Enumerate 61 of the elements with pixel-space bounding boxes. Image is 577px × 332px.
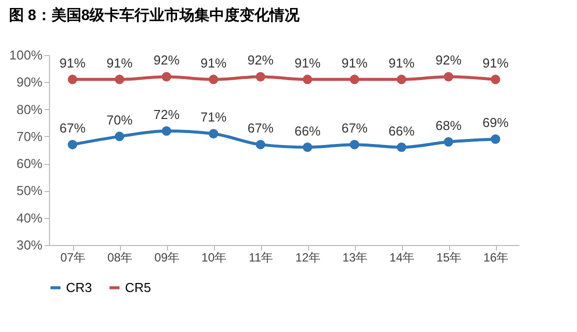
y-tick-label: 60%	[16, 156, 43, 172]
point	[396, 74, 406, 84]
point	[350, 140, 360, 150]
x-tick-label: 08年	[107, 250, 133, 264]
x-tick-label: 14年	[389, 250, 415, 264]
y-tick-label: 80%	[16, 102, 43, 117]
data-label: 71%	[200, 110, 227, 125]
point	[444, 137, 454, 147]
data-label: 70%	[106, 112, 133, 128]
y-tick-label: 70%	[16, 128, 43, 144]
y-tick-label: 100%	[9, 48, 43, 62]
y-tick-label: 40%	[16, 210, 43, 226]
data-label: 67%	[341, 120, 368, 136]
y-tick-label: 50%	[16, 183, 43, 198]
point	[302, 142, 312, 152]
data-label: 67%	[59, 120, 86, 136]
data-label: 91%	[200, 55, 227, 70]
point	[162, 72, 172, 82]
data-label: 68%	[435, 118, 462, 133]
point	[444, 72, 454, 82]
point	[302, 74, 312, 84]
data-label: 66%	[294, 123, 321, 138]
legend-label: CR3	[66, 280, 92, 295]
data-label: 91%	[388, 55, 415, 70]
point	[490, 134, 500, 144]
x-tick-label: 11年	[248, 250, 274, 264]
data-label: 69%	[482, 115, 509, 130]
data-label: 92%	[247, 52, 274, 68]
point	[114, 132, 124, 142]
point	[114, 74, 124, 84]
x-tick-label: 12年	[295, 250, 321, 264]
point	[490, 74, 500, 84]
data-label: 91%	[341, 55, 368, 70]
data-label: 67%	[247, 120, 274, 136]
x-tick-label: 16年	[483, 250, 509, 264]
point	[68, 74, 78, 84]
point	[208, 128, 218, 138]
y-tick-label: 90%	[16, 74, 43, 90]
x-tick-label: 07年	[60, 250, 86, 264]
point	[68, 140, 78, 150]
point	[256, 140, 266, 150]
point	[350, 74, 360, 84]
data-label: 72%	[153, 107, 180, 122]
data-label: 91%	[482, 55, 509, 70]
data-label: 91%	[294, 55, 321, 70]
legend-label: CR5	[125, 280, 152, 295]
x-tick-label: 13年	[342, 250, 368, 264]
data-label: 66%	[388, 123, 415, 138]
point	[162, 126, 172, 136]
x-tick-label: 10年	[201, 250, 227, 264]
point	[256, 72, 266, 82]
point	[396, 142, 406, 152]
x-tick-label: 09年	[154, 250, 180, 264]
data-label: 91%	[106, 55, 133, 70]
data-label: 92%	[153, 52, 180, 68]
point	[208, 74, 218, 84]
y-tick-label: 30%	[16, 238, 43, 252]
chart-title: 图 8：美国8级卡车行业市场集中度变化情况	[8, 6, 301, 24]
data-label: 92%	[435, 52, 462, 68]
x-tick-label: 15年	[436, 250, 462, 264]
data-label: 91%	[59, 55, 86, 70]
